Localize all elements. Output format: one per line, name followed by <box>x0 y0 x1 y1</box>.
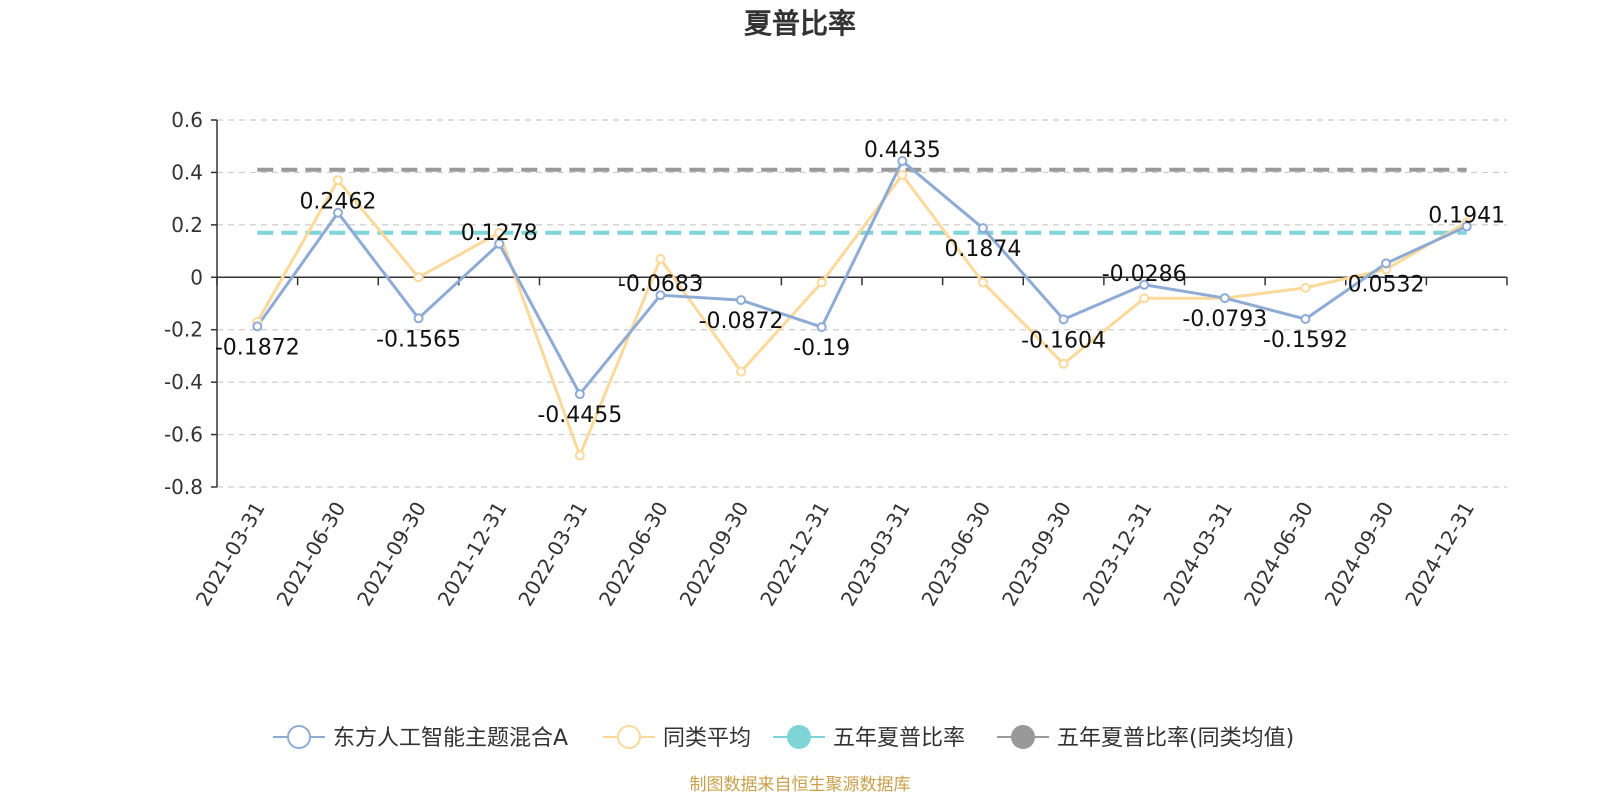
peer-average-point <box>977 277 988 288</box>
fund-point <box>1219 293 1230 304</box>
fund-point <box>1058 314 1069 325</box>
peer-average-series-line <box>256 173 1468 458</box>
source-note: 制图数据来自恒生聚源数据库 <box>690 775 911 795</box>
fund-data-label: -0.1604 <box>1021 328 1106 353</box>
x-tick-label: 2021-12-31 <box>433 498 512 611</box>
peer-average-point <box>494 227 505 238</box>
legend-entry-3: 五年夏普比率(同类均值) <box>1057 726 1294 751</box>
fund-data-label: -0.1872 <box>215 335 300 360</box>
fund-data-label: 0.1278 <box>461 221 538 246</box>
fund-point <box>1461 221 1472 232</box>
fund-point <box>655 290 666 301</box>
x-tick-label: 2024-12-31 <box>1400 498 1479 611</box>
fund-point <box>413 313 424 324</box>
fund-point <box>1381 258 1392 269</box>
fund-data-label: -0.0793 <box>1182 307 1267 332</box>
peer-average-point <box>655 253 666 264</box>
y-tick-label: -0.4 <box>164 370 203 394</box>
fund-data-label: 0.1941 <box>1428 203 1505 228</box>
y-tick-label: -0.2 <box>164 318 203 342</box>
fund-data-label: -0.1592 <box>1263 328 1348 353</box>
fund-data-label: 0.4435 <box>864 138 941 163</box>
fund-point <box>816 322 827 333</box>
legend-entry-0: 东方人工智能主题混合A <box>333 726 568 751</box>
y-tick-label: -0.8 <box>164 475 203 499</box>
y-tick-label: 0.4 <box>171 160 203 184</box>
fund-point <box>494 238 505 249</box>
chart-title: 夏普比率 <box>744 7 856 40</box>
x-tick-label: 2023-09-30 <box>997 498 1076 611</box>
legend-marker-0 <box>287 725 311 749</box>
legend-entry-2: 五年夏普比率 <box>833 726 965 751</box>
peer-average-point <box>574 450 585 461</box>
peer-average-point <box>816 277 827 288</box>
x-tick-label: 2023-06-30 <box>916 498 995 611</box>
peer-average-point <box>1300 282 1311 293</box>
peer-average-point <box>1058 358 1069 369</box>
peer-average-point <box>897 170 908 181</box>
x-tick-label: 2023-12-31 <box>1078 498 1157 611</box>
x-tick-label: 2022-06-30 <box>594 498 673 611</box>
x-tick-label: 2023-03-31 <box>836 498 915 611</box>
fund-point <box>332 207 343 218</box>
x-tick-label: 2022-09-30 <box>674 498 753 611</box>
legend-marker-3 <box>1011 725 1035 749</box>
fund-data-label: -0.4455 <box>537 403 622 428</box>
fund-data-label: -0.0286 <box>1102 262 1187 287</box>
fund-data-label: -0.0683 <box>618 272 703 297</box>
fund-point <box>1139 279 1150 290</box>
data-labels: -0.1872 0.2462 -0.1565 0.1278 -0.4455 -0.0683… <box>215 138 1505 428</box>
fund-series-line <box>256 159 1468 396</box>
grid-lines <box>217 119 1507 488</box>
x-tick-label: 2024-09-30 <box>1319 498 1398 611</box>
legend-marker-1 <box>617 725 641 749</box>
x-tick-label: 2021-09-30 <box>352 498 431 611</box>
fund-data-label: -0.1565 <box>376 327 461 352</box>
legend: 东方人工智能主题混合A 同类平均 五年夏普比率 五年夏普比率(同类均值) <box>273 725 1294 751</box>
x-tick-label: 2021-03-31 <box>191 498 270 611</box>
x-tick-label: 2022-03-31 <box>513 498 592 611</box>
peer-average-point <box>1139 293 1150 304</box>
y-tick-label: -0.6 <box>164 423 203 447</box>
legend-marker-2 <box>787 725 811 749</box>
fund-data-label: -0.19 <box>793 336 850 361</box>
legend-entry-1: 同类平均 <box>663 726 751 751</box>
fund-data-label: 0.2462 <box>299 190 376 215</box>
fund-data-label: 0.0532 <box>1348 272 1425 297</box>
y-tick-label: 0.6 <box>171 108 203 132</box>
peer-average-point <box>736 366 747 377</box>
fund-point <box>977 223 988 234</box>
fund-point <box>574 389 585 400</box>
fund-data-label: -0.0872 <box>699 309 784 334</box>
x-tick-label: 2022-12-31 <box>755 498 834 611</box>
reference-lines <box>257 167 1467 235</box>
fund-point <box>1300 314 1311 325</box>
x-tick-label: 2024-06-30 <box>1239 498 1318 611</box>
fund-point <box>252 321 263 332</box>
x-tick-label: 2024-03-31 <box>1158 498 1237 611</box>
series-lines <box>256 159 1468 458</box>
y-tick-label: 0.2 <box>171 213 203 237</box>
fund-point <box>736 295 747 306</box>
peer-average-point <box>413 272 424 283</box>
y-tick-label: 0 <box>190 265 203 289</box>
peer-average-point <box>332 175 343 186</box>
x-tick-label: 2021-06-30 <box>271 498 350 611</box>
fund-point <box>897 156 908 167</box>
fund-data-label: 0.1874 <box>944 237 1021 262</box>
series-points <box>252 156 1472 461</box>
